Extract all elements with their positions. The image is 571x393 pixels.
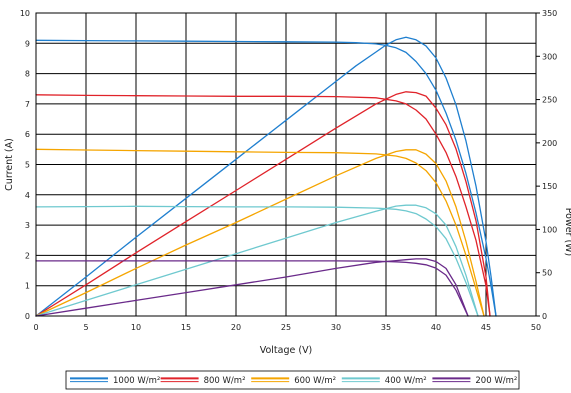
iv-curve-2 — [35, 94, 491, 317]
x-tick-label: 35 — [381, 323, 391, 332]
legend-label: 200 W/m² — [475, 376, 517, 386]
power-curve-5 — [35, 258, 469, 317]
iv-curve-5 — [35, 260, 469, 317]
iv-curve-3 — [35, 148, 485, 317]
iv-curve-1 — [35, 39, 497, 317]
legend: 1000 W/m² 800 W/m² 600 W/m² 400 W/m² 200 W/m… — [65, 370, 520, 390]
legend-label: 600 W/m² — [294, 376, 336, 386]
x-tick-label: 40 — [431, 323, 441, 332]
legend-label: 400 W/m² — [385, 376, 427, 386]
y2-axis-label: Power (W) — [563, 208, 571, 257]
y-axis-label: Current (A) — [4, 138, 15, 191]
y-tick-label: 7 — [25, 100, 30, 109]
y2-tick-label: 250 — [542, 96, 557, 105]
power-curve-1 — [35, 36, 497, 317]
y2-axis-ticks: 0 50 100 150 200 250 300 350 — [536, 9, 557, 321]
x-tick-label: 15 — [181, 323, 191, 332]
y-tick-label: 0 — [25, 312, 30, 321]
y-tick-label: 9 — [25, 39, 30, 48]
x-axis-label: Voltage (V) — [260, 345, 313, 356]
x-tick-label: 30 — [331, 323, 341, 332]
x-tick-label: 0 — [33, 323, 38, 332]
power-curve-4 — [35, 204, 479, 317]
y-tick-label: 8 — [25, 70, 30, 79]
legend-label: 1000 W/m² — [113, 376, 160, 386]
plot-frame — [35, 12, 537, 317]
legend-box — [65, 370, 520, 390]
iv-curve-4 — [35, 205, 479, 317]
y2-tick-label: 100 — [542, 225, 557, 234]
x-tick-label: 45 — [481, 323, 491, 332]
y2-tick-label: 50 — [542, 269, 552, 278]
y-tick-label: 1 — [25, 282, 30, 291]
x-tick-label: 10 — [131, 323, 141, 332]
power-curve-3 — [35, 149, 485, 317]
x-tick-label: 20 — [231, 323, 241, 332]
y-tick-label: 6 — [25, 130, 30, 139]
x-tick-label: 5 — [83, 323, 88, 332]
legend-label: 800 W/m² — [204, 376, 246, 386]
x-tick-label: 50 — [531, 323, 541, 332]
x-tick-label: 25 — [281, 323, 291, 332]
y-tick-label: 5 — [25, 161, 30, 170]
y2-tick-label: 350 — [542, 9, 557, 18]
y-tick-label: 4 — [25, 191, 30, 200]
y-tick-label: 10 — [20, 9, 30, 18]
y2-tick-label: 300 — [542, 52, 557, 61]
y-axis-ticks: 0 1 2 3 4 5 6 7 8 9 10 — [20, 9, 30, 321]
y2-tick-label: 200 — [542, 139, 557, 148]
x-axis-ticks: 0 5 10 15 20 25 30 35 40 45 50 — [33, 323, 541, 332]
power-curve-2 — [35, 91, 491, 317]
y-tick-label: 3 — [25, 221, 30, 230]
curves — [35, 36, 497, 317]
y2-tick-label: 0 — [542, 312, 547, 321]
y2-tick-label: 150 — [542, 182, 557, 191]
y-tick-label: 2 — [25, 251, 30, 260]
